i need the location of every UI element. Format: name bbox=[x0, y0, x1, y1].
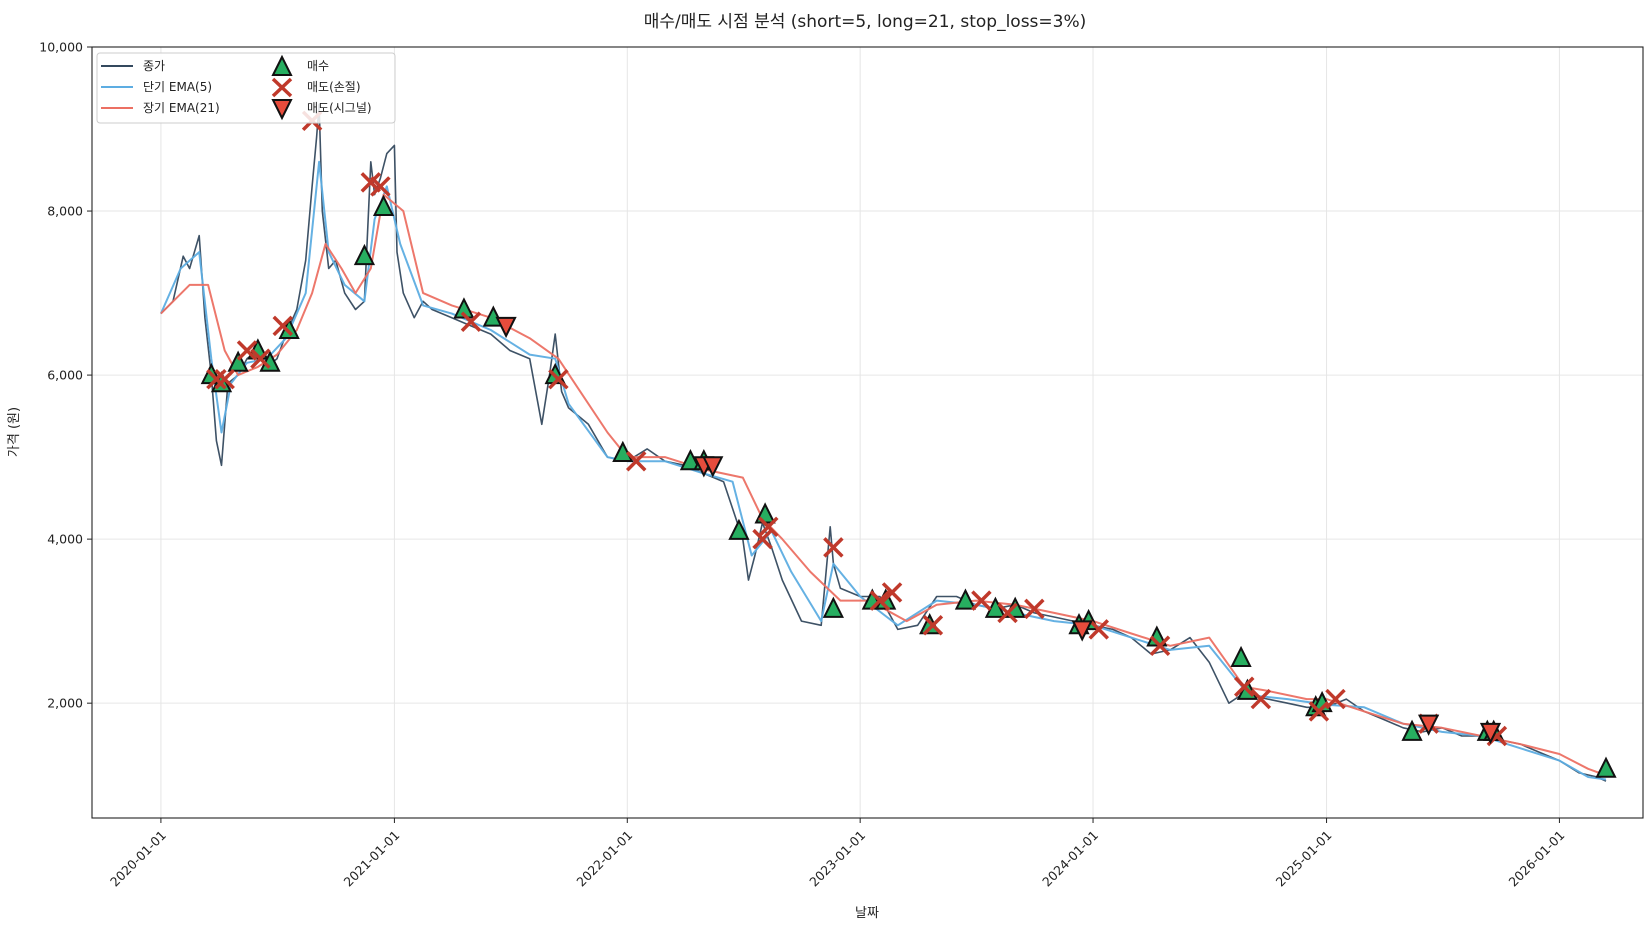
legend-swatch-buy bbox=[271, 54, 293, 76]
stop-loss-marker bbox=[823, 537, 844, 558]
stop-loss-marker bbox=[272, 315, 294, 337]
stop-loss-marker bbox=[370, 176, 391, 197]
x-tick-label: 2026-01-01 bbox=[1506, 828, 1568, 890]
stop-loss-marker bbox=[869, 590, 891, 611]
x-tick-label: 2025-01-01 bbox=[1273, 828, 1335, 890]
buy-marker bbox=[1401, 719, 1423, 741]
chart-title: 매수/매도 시점 분석 (short=5, long=21, stop_loss… bbox=[644, 12, 1087, 32]
buy-marker bbox=[754, 502, 776, 524]
y-tick-label: 6,000 bbox=[47, 368, 83, 383]
buy-marker bbox=[227, 350, 249, 372]
stop-loss-marker bbox=[971, 590, 992, 611]
y-axis-ticks: 2,000 4,000 6,000 8,000 10,000 bbox=[39, 40, 92, 711]
stop-loss-marker bbox=[548, 368, 569, 390]
signal-sell-marker bbox=[495, 316, 517, 339]
legend-box bbox=[96, 52, 396, 124]
y-tick-label: 2,000 bbox=[47, 696, 83, 711]
stop-loss-marker bbox=[922, 615, 944, 636]
x-tick-label: 2022-01-01 bbox=[573, 828, 635, 890]
x-axis-ticks: 2020-01-01 2021-01-01 2022-01-01 2023-01-01… bbox=[107, 818, 1568, 890]
stop-loss-marker bbox=[1250, 688, 1272, 710]
x-axis-title: 날짜 bbox=[855, 906, 879, 921]
signal-sell-marker bbox=[1418, 714, 1440, 736]
stop-loss-marker bbox=[758, 516, 779, 538]
legend-swatch-stop-loss bbox=[271, 77, 293, 98]
signal-sell-marker bbox=[702, 456, 724, 478]
legend-label-signal-sell: 매도(시그널) bbox=[307, 101, 372, 115]
buy-marker bbox=[612, 440, 634, 463]
buy-marker bbox=[278, 317, 300, 339]
buy-marker bbox=[822, 596, 844, 618]
series-lines bbox=[159, 103, 1607, 782]
stop-loss-marker bbox=[214, 368, 235, 390]
buy-marker bbox=[728, 518, 750, 540]
long-ema-line bbox=[160, 193, 1607, 777]
y-tick-label: 8,000 bbox=[47, 204, 83, 219]
stop-loss-marker bbox=[1308, 701, 1330, 722]
buy-marker bbox=[1595, 756, 1617, 778]
x-tick-label: 2023-01-01 bbox=[806, 828, 868, 890]
stop-loss-marker bbox=[625, 450, 647, 472]
signal-sell-marker bbox=[1071, 620, 1093, 642]
stop-loss-marker bbox=[1088, 619, 1110, 640]
plot-frame bbox=[91, 46, 1644, 819]
legend-label-short-ema: 단기 EMA(5) bbox=[143, 80, 212, 94]
legend-label-close: 종가 bbox=[143, 59, 165, 73]
buy-marker bbox=[1230, 645, 1252, 668]
buy-marker bbox=[353, 243, 376, 266]
x-tick-label: 2021-01-01 bbox=[341, 828, 403, 890]
legend: 종가 단기 EMA(5) 장기 EMA(21) 매수 매도(손절) 매도(시그널… bbox=[96, 52, 396, 124]
x-tick-label: 2024-01-01 bbox=[1039, 828, 1101, 890]
stop-loss-marker bbox=[250, 348, 271, 369]
y-tick-label: 10,000 bbox=[39, 40, 83, 55]
stop-loss-marker bbox=[881, 582, 903, 603]
buy-marker bbox=[453, 297, 475, 319]
y-axis-title: 가격 (원) bbox=[7, 407, 22, 457]
stop-loss-marker bbox=[752, 528, 773, 550]
close-price-line bbox=[160, 103, 1607, 782]
y-tick-label: 4,000 bbox=[47, 532, 83, 547]
short-ema-line bbox=[159, 160, 1607, 781]
stop-loss-marker bbox=[1149, 635, 1171, 656]
x-tick-label: 2020-01-01 bbox=[107, 828, 169, 890]
stop-loss-marker bbox=[206, 368, 227, 390]
legend-swatch-signal-sell bbox=[271, 99, 293, 121]
stop-loss-marker bbox=[1024, 598, 1045, 620]
stop-loss-marker bbox=[1325, 688, 1346, 710]
stop-loss-marker bbox=[460, 311, 482, 333]
stop-loss-marker bbox=[1234, 676, 1255, 698]
legend-label-buy: 매수 bbox=[307, 59, 329, 73]
legend-label-stop-loss: 매도(손절) bbox=[307, 80, 361, 94]
stop-loss-marker bbox=[997, 602, 1018, 624]
trade-markers bbox=[200, 110, 1617, 778]
buy-marker bbox=[679, 448, 702, 471]
grid bbox=[92, 46, 1643, 818]
legend-label-long-ema: 장기 EMA(21) bbox=[143, 101, 220, 115]
stop-loss-marker bbox=[236, 340, 258, 361]
buy-marker bbox=[954, 588, 977, 610]
buy-marker bbox=[372, 194, 395, 216]
signal-sell-marker bbox=[1479, 722, 1502, 745]
